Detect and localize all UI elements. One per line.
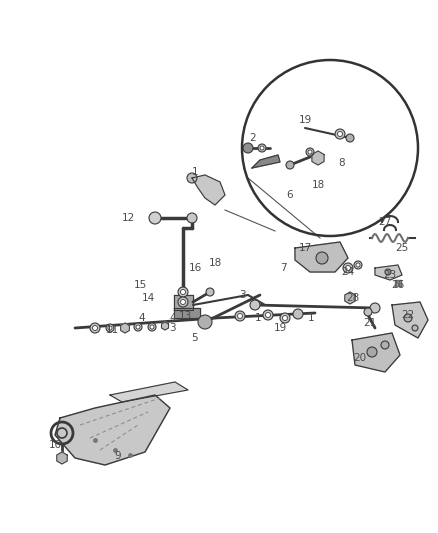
- Circle shape: [92, 326, 97, 330]
- Text: 18: 18: [311, 180, 324, 190]
- Text: 4: 4: [138, 313, 145, 323]
- Circle shape: [305, 148, 313, 156]
- Circle shape: [315, 252, 327, 264]
- Circle shape: [342, 263, 352, 273]
- Circle shape: [187, 213, 197, 223]
- Circle shape: [380, 341, 388, 349]
- Circle shape: [237, 313, 242, 319]
- Text: 8: 8: [338, 158, 345, 168]
- Text: 3: 3: [238, 290, 245, 300]
- Circle shape: [259, 146, 263, 150]
- Text: 22: 22: [400, 310, 413, 320]
- Polygon shape: [351, 333, 399, 372]
- Circle shape: [150, 325, 154, 329]
- Polygon shape: [120, 323, 129, 333]
- Text: 19: 19: [298, 115, 311, 125]
- Text: 26: 26: [391, 280, 404, 290]
- Circle shape: [148, 323, 155, 331]
- Polygon shape: [173, 295, 193, 310]
- Text: 27: 27: [378, 217, 391, 227]
- Circle shape: [292, 309, 302, 319]
- Circle shape: [307, 150, 311, 154]
- Circle shape: [337, 132, 342, 136]
- Circle shape: [403, 314, 411, 322]
- Text: 2: 2: [249, 133, 256, 143]
- Polygon shape: [251, 155, 279, 168]
- Circle shape: [384, 269, 390, 275]
- Circle shape: [187, 173, 197, 183]
- Circle shape: [279, 313, 290, 323]
- Circle shape: [136, 325, 140, 329]
- Polygon shape: [173, 308, 200, 318]
- Text: 18: 18: [208, 258, 221, 268]
- Polygon shape: [344, 292, 354, 304]
- Text: 9: 9: [114, 451, 121, 461]
- Text: 14: 14: [141, 293, 154, 303]
- Circle shape: [369, 303, 379, 313]
- Text: 15: 15: [133, 280, 146, 290]
- Text: 17: 17: [298, 243, 311, 253]
- Text: 1: 1: [191, 167, 198, 177]
- Text: 23: 23: [382, 270, 396, 280]
- Polygon shape: [294, 242, 347, 272]
- Polygon shape: [110, 382, 187, 402]
- Text: 1: 1: [254, 313, 261, 323]
- Circle shape: [134, 323, 141, 331]
- Text: 13: 13: [178, 311, 191, 321]
- Circle shape: [108, 326, 112, 330]
- Text: 5: 5: [191, 333, 198, 343]
- Text: 16: 16: [188, 263, 201, 273]
- Text: 28: 28: [346, 293, 359, 303]
- Circle shape: [363, 308, 371, 316]
- Polygon shape: [311, 151, 323, 165]
- Text: 4: 4: [170, 313, 176, 323]
- Circle shape: [258, 144, 265, 152]
- Polygon shape: [191, 175, 225, 205]
- Circle shape: [249, 300, 259, 310]
- Text: 24: 24: [341, 267, 354, 277]
- Circle shape: [180, 289, 185, 295]
- Polygon shape: [391, 302, 427, 338]
- Circle shape: [243, 143, 252, 153]
- Text: 7: 7: [279, 263, 286, 273]
- Text: 3: 3: [168, 323, 175, 333]
- Circle shape: [262, 310, 272, 320]
- Circle shape: [282, 316, 287, 320]
- Text: 20: 20: [353, 353, 366, 363]
- Circle shape: [234, 311, 244, 321]
- Text: 10: 10: [48, 440, 61, 450]
- Circle shape: [345, 265, 350, 271]
- Circle shape: [353, 261, 361, 269]
- Polygon shape: [161, 322, 168, 330]
- Text: 11: 11: [105, 325, 118, 335]
- Circle shape: [177, 297, 187, 307]
- Polygon shape: [55, 395, 170, 465]
- Text: 25: 25: [395, 243, 408, 253]
- Circle shape: [334, 129, 344, 139]
- Text: 19: 19: [273, 323, 286, 333]
- Circle shape: [90, 323, 100, 333]
- Text: 12: 12: [121, 213, 134, 223]
- Polygon shape: [57, 452, 67, 464]
- Circle shape: [265, 312, 270, 318]
- Circle shape: [180, 300, 185, 304]
- Circle shape: [205, 288, 213, 296]
- Circle shape: [106, 324, 114, 332]
- Text: 6: 6: [286, 190, 293, 200]
- Circle shape: [148, 212, 161, 224]
- Circle shape: [366, 347, 376, 357]
- Polygon shape: [374, 265, 401, 280]
- Circle shape: [285, 161, 293, 169]
- Circle shape: [355, 263, 359, 267]
- Circle shape: [345, 134, 353, 142]
- Circle shape: [177, 287, 187, 297]
- Text: 21: 21: [363, 318, 376, 328]
- Text: 1: 1: [307, 313, 314, 323]
- Circle shape: [411, 325, 417, 331]
- Circle shape: [198, 315, 212, 329]
